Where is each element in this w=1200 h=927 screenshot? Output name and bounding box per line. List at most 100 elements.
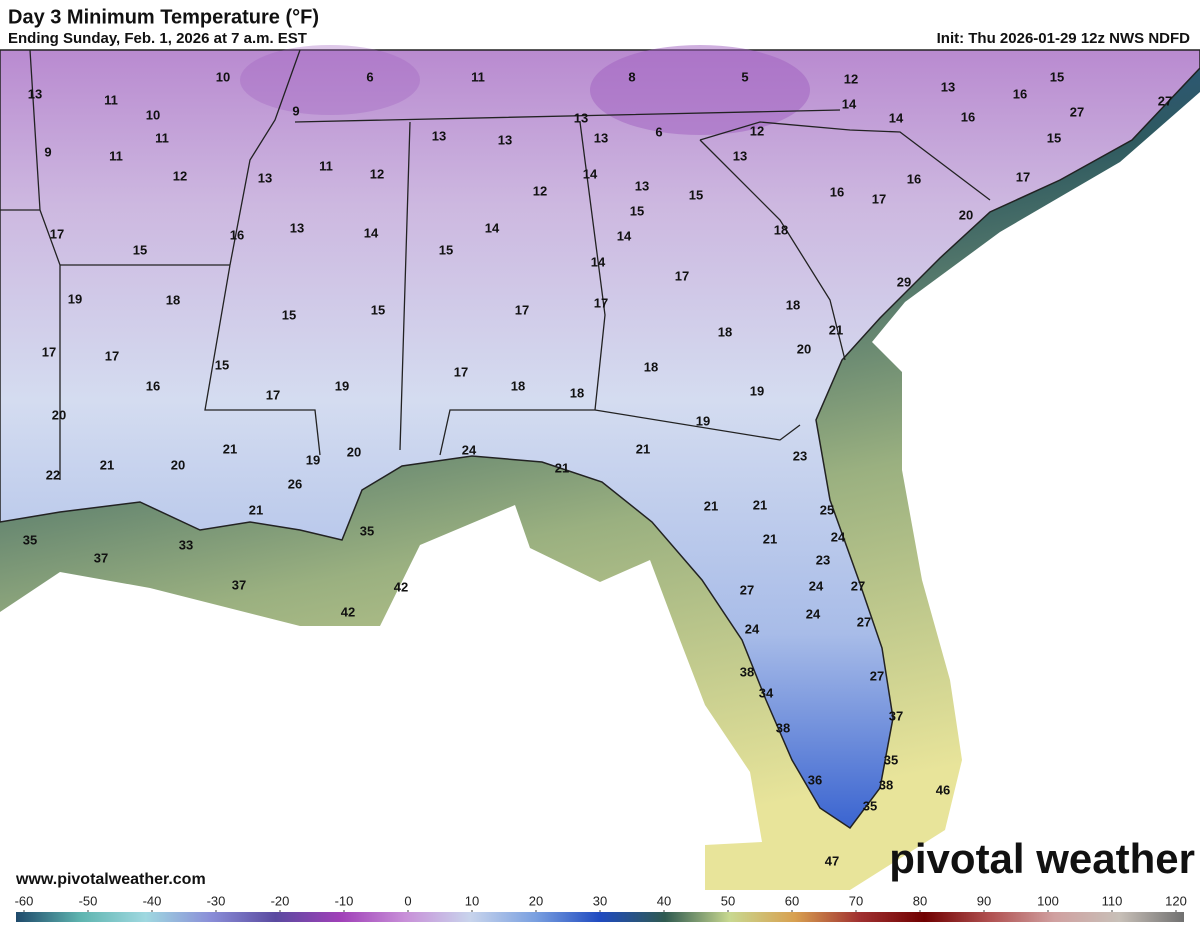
colorbar-tick-label: 60 [785,893,799,908]
temperature-label: 13 [635,178,649,193]
colorbar-tick-label: 0 [404,893,411,908]
temperature-label: 15 [1047,130,1061,145]
temperature-label: 18 [774,222,788,237]
temperature-label: 33 [179,537,193,552]
temperature-label: 14 [617,228,632,243]
temperature-label: 38 [879,777,893,792]
temperature-label: 14 [842,96,857,111]
temperature-label: 15 [630,203,644,218]
temperature-label: 9 [44,144,51,159]
temperature-label: 35 [863,798,877,813]
temperature-label: 27 [740,582,754,597]
temperature-label: 16 [907,171,921,186]
temperature-label: 11 [155,130,169,145]
temperature-label: 21 [704,498,718,513]
cold-area [240,45,420,115]
temperature-label: 24 [809,578,824,593]
temperature-label: 18 [570,385,584,400]
temperature-label: 19 [68,291,82,306]
temperature-label: 17 [266,387,280,402]
temperature-label: 8 [628,69,635,84]
temperature-label: 22 [46,467,60,482]
temperature-label: 21 [636,441,650,456]
temperature-label: 15 [215,357,229,372]
temperature-label: 21 [829,322,843,337]
temperature-label: 27 [870,668,884,683]
colorbar: -60 -50 -40 -30 -20 -10 0 10 20 30 40 50 60 70 80 90 100… [15,893,1187,922]
temperature-label: 12 [370,166,384,181]
temperature-label: 34 [759,685,774,700]
temperature-label: 11 [104,92,118,107]
temperature-label: 14 [889,110,904,125]
temperature-label: 24 [745,621,760,636]
temperature-label: 27 [1070,104,1084,119]
temperature-label: 12 [844,71,858,86]
temperature-label: 47 [825,853,839,868]
temperature-label: 13 [28,86,42,101]
colorbar-tick-label: -10 [335,893,354,908]
colorbar-tick-label: -60 [15,893,34,908]
temperature-label: 15 [371,302,385,317]
temperature-label: 10 [146,107,160,122]
temperature-label: 24 [462,442,477,457]
temperature-label: 19 [750,383,764,398]
temperature-label: 35 [23,532,37,547]
temperature-label: 16 [230,227,244,242]
temperature-label: 27 [1158,93,1172,108]
colorbar-tick-label: 50 [721,893,735,908]
temperature-label: 13 [594,130,608,145]
colorbar-tick-label: 120 [1165,893,1187,908]
colorbar-tick-label: -40 [143,893,162,908]
temperature-label: 17 [42,344,56,359]
temperature-label: 13 [432,128,446,143]
website: www.pivotalweather.com [15,871,206,888]
temperature-label: 26 [288,476,302,491]
colorbar-tick-label: -50 [79,893,98,908]
colorbar-tick-label: 20 [529,893,543,908]
colorbar-tick-label: 70 [849,893,863,908]
logo: pivotal weather [889,835,1195,882]
temperature-label: 17 [675,268,689,283]
temperature-label: 38 [776,720,790,735]
temperature-label: 21 [223,441,237,456]
temperature-label: 20 [797,341,811,356]
temperature-label: 14 [591,254,606,269]
temperature-label: 19 [306,452,320,467]
temperature-label: 38 [740,664,754,679]
temperature-label: 17 [454,364,468,379]
temperature-label: 19 [335,378,349,393]
temperature-label: 6 [655,124,662,139]
temperature-label: 18 [786,297,800,312]
temperature-label: 42 [394,579,408,594]
temperature-label: 17 [515,302,529,317]
temperature-label: 16 [146,378,160,393]
land [0,49,1200,830]
temperature-label: 14 [583,166,598,181]
temperature-label: 10 [216,69,230,84]
temperature-label: 21 [763,531,777,546]
temperature-label: 27 [857,614,871,629]
temperature-label: 42 [341,604,355,619]
temperature-label: 11 [319,158,333,173]
temperature-label: 21 [555,460,569,475]
temperature-label: 13 [290,220,304,235]
temperature-label: 13 [574,110,588,125]
temperature-label: 21 [753,497,767,512]
colorbar-tick-label: -20 [271,893,290,908]
temperature-label: 37 [889,708,903,723]
temperature-label: 46 [936,782,950,797]
init-time: Init: Thu 2026-01-29 12z NWS NDFD [937,30,1191,47]
temperature-label: 21 [249,502,263,517]
temperature-label: 18 [511,378,525,393]
temperature-label: 17 [872,191,886,206]
temperature-label: 36 [808,772,822,787]
temperature-label: 13 [733,148,747,163]
temperature-label: 13 [498,132,512,147]
temperature-label: 6 [366,69,373,84]
temperature-label: 15 [282,307,296,322]
title: Day 3 Minimum Temperature (°F) [8,6,319,28]
temperature-label: 16 [1013,86,1027,101]
temperature-label: 23 [816,552,830,567]
